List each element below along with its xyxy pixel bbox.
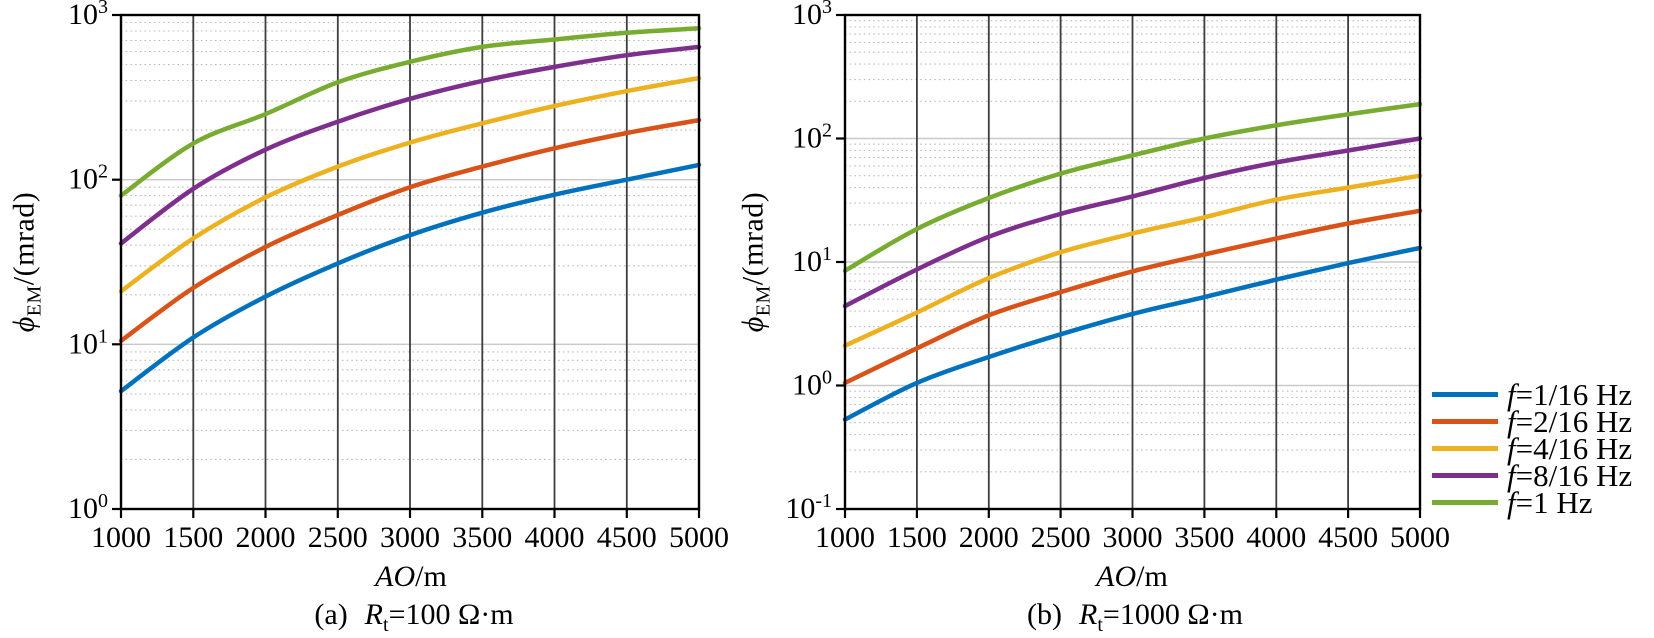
svg-text:3000: 3000 [380,521,440,554]
caption-subscript: t [1097,614,1103,636]
y-tick-labels-b: 10-1 100 101 102 103 [785,0,832,525]
x-axis-variable: AO [375,560,416,593]
phi-symbol: ϕ [736,316,770,333]
curve-a-series-2 [118,75,702,294]
legend-label: f=4/16 Hz [1507,431,1633,466]
svg-text:5000: 5000 [1390,521,1450,554]
svg-text:103: 103 [68,0,108,31]
caption-variable: R [1079,598,1098,631]
curve-a-series-4 [118,26,702,198]
curve-b-series-4 [842,101,1423,273]
caption-value: =100 Ω·m [388,598,514,631]
ticks-a [112,13,701,518]
x-axis-unit: /m [415,560,447,593]
svg-text:4000: 4000 [1246,521,1306,554]
caption-subscript: t [383,614,389,636]
svg-text:4500: 4500 [597,521,657,554]
x-tick-labels-a: 1000 1500 2000 2500 3000 3500 4000 4500 5000 [91,521,729,554]
x-axis-label-b: AO/m [1096,560,1168,594]
caption-index: (b) [1027,598,1063,631]
svg-text:2000: 2000 [959,521,1019,554]
caption-a: (a) Rt=100 Ω·m [314,598,513,637]
y-axis-label-a: ϕEM/(mrad) [8,192,47,333]
curve-b-series-2 [842,173,1423,348]
svg-text:1500: 1500 [887,521,947,554]
svg-text:100: 100 [68,490,108,525]
caption-b: (b) Rt=1000 Ω·m [1027,598,1243,637]
svg-text:102: 102 [68,161,108,196]
grid-major-x-a [192,15,628,509]
curve-a-series-0 [118,162,702,394]
caption-index: (a) [314,598,348,631]
svg-text:100: 100 [792,367,832,402]
legend-item: f=8/16 Hz [1432,458,1633,493]
legend-line-swatch [1432,446,1498,451]
svg-text:4500: 4500 [1318,521,1378,554]
y-axis-label-b: ϕEM/(mrad) [737,192,776,333]
svg-text:10-1: 10-1 [785,490,832,525]
legend-line-swatch [1432,473,1498,478]
curve-b-series-3 [842,136,1423,309]
legend-label: f=1/16 Hz [1507,377,1633,412]
x-axis-label-a: AO/m [375,560,447,594]
curve-a-series-3 [118,44,702,246]
phi-subscript: EM [23,285,46,317]
curve-b-series-0 [842,245,1423,422]
legend-label: f=1 Hz [1507,485,1593,520]
ticks-b [836,13,1422,518]
y-tick-labels-a: 100 101 102 103 [68,0,108,525]
x-tick-labels-b: 1000 1500 2000 2500 3000 3500 4000 4500 5000 [815,521,1450,554]
grid-major-x-b [916,15,1349,509]
caption-variable: R [364,598,384,631]
svg-text:4000: 4000 [525,521,585,554]
legend-item: f=1 Hz [1432,485,1632,520]
legend-label: f=2/16 Hz [1507,404,1633,439]
svg-text:3500: 3500 [452,521,512,554]
legend-item: f=4/16 Hz [1432,431,1633,466]
svg-text:2500: 2500 [308,521,368,554]
phi-subscript: EM [752,285,775,317]
curves-a [118,26,702,394]
svg-text:5000: 5000 [669,521,729,554]
legend-item: f=1/16 Hz [1432,377,1633,412]
curve-b-series-1 [842,208,1423,386]
svg-text:2500: 2500 [1031,521,1091,554]
svg-text:1000: 1000 [815,521,875,554]
svg-text:2000: 2000 [236,521,296,554]
phi-symbol: ϕ [7,316,41,333]
legend-item: f=2/16 Hz [1432,404,1633,439]
legend-line-swatch [1432,419,1498,424]
y-axis-unit: /(mrad) [7,191,41,286]
curves-b [842,101,1423,422]
svg-text:101: 101 [68,325,108,360]
legend-line-swatch [1432,500,1498,505]
svg-text:102: 102 [792,120,832,155]
svg-text:103: 103 [792,0,832,31]
svg-text:1000: 1000 [91,521,151,554]
x-axis-unit: /m [1136,560,1168,593]
legend-label: f=8/16 Hz [1507,458,1633,493]
svg-text:1500: 1500 [163,521,223,554]
y-axis-unit: /(mrad) [736,191,770,286]
x-axis-variable: AO [1096,560,1137,593]
legend: f=1/16 Hz f=2/16 Hz f=4/16 Hz f=8/16 Hz f=1 … [1432,377,1633,520]
curve-a-series-1 [118,117,702,344]
svg-text:3500: 3500 [1174,521,1234,554]
svg-text:101: 101 [792,243,832,278]
svg-text:3000: 3000 [1103,521,1163,554]
legend-line-swatch [1432,392,1498,397]
caption-value: =1000 Ω·m [1102,598,1243,631]
